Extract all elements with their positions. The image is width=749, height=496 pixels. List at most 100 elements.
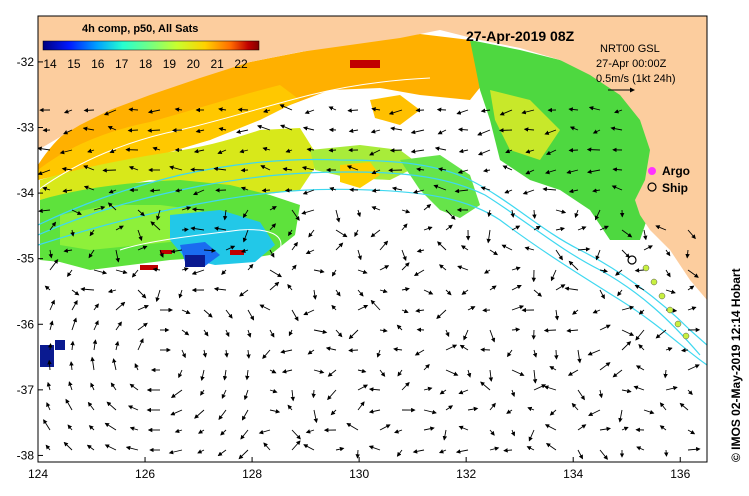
colorbar-ticks: 14 15 16 17 18 19 20 21 22 [43,57,248,71]
current-vector [510,429,516,437]
current-vector [379,240,389,251]
current-vector [155,289,161,303]
current-vector [588,106,601,111]
current-vector [423,289,434,295]
current-vector [477,129,491,136]
current-vector [524,246,535,251]
current-vector [413,189,425,194]
current-vector [368,387,381,392]
current-vector [467,306,476,311]
current-vector [480,347,491,352]
ship-track-point [650,278,658,286]
current-vector [112,358,117,371]
current-vector [137,245,148,251]
current-vector [423,226,433,231]
current-vector [379,265,390,271]
current-vector [687,285,695,291]
current-vector [222,209,228,221]
current-vector [488,369,494,382]
current-vector [335,242,344,251]
current-vector [687,389,693,396]
current-vector [480,381,491,391]
current-vector [303,309,315,316]
current-vector [90,382,95,391]
current-vector [287,283,293,291]
current-vector [484,269,491,274]
current-vector [225,245,236,251]
current-vector [621,305,635,311]
current-vector [416,167,425,172]
current-vector [401,308,409,314]
current-vector [412,449,425,454]
current-vector [246,349,251,359]
current-vector [621,388,632,394]
current-vector [192,189,205,196]
current-vector [285,148,293,153]
current-vector [617,289,623,297]
current-vector [571,402,579,411]
current-vector [525,149,535,154]
current-vector [83,108,95,113]
current-vector [86,444,95,451]
current-vector [169,165,183,171]
current-vector [269,269,282,278]
current-vector [643,409,655,415]
current-vector [269,409,281,414]
current-vector [335,289,341,297]
current-vector [83,185,95,191]
current-vector [87,148,95,153]
current-vector [147,128,161,133]
argo-legend-label: Argo [662,164,690,178]
current-vector [401,223,408,231]
current-vector [170,389,183,399]
current-vector [599,289,605,300]
current-vector [70,340,75,351]
current-vector [368,409,381,414]
current-vector [202,349,207,358]
current-vector [369,149,381,156]
current-vector [181,227,189,232]
colorbar-tick-label: 21 [210,57,224,71]
current-vector [681,348,689,353]
current-vector [348,128,359,134]
current-vector [137,322,148,331]
current-vector [107,288,117,294]
current-vector [621,249,630,259]
current-vector [663,369,668,379]
current-vector [543,328,557,333]
current-vector [347,108,359,113]
current-vector [687,269,699,278]
current-vector [239,148,249,154]
current-vector [247,329,252,338]
current-vector [190,226,205,231]
current-vector [543,385,557,391]
current-vector [93,320,99,331]
current-vector [269,329,275,338]
current-vector [239,289,249,297]
current-vector [357,269,368,274]
current-vector [327,369,337,377]
current-vector [44,285,51,291]
current-vector [67,424,73,431]
current-vector [458,127,469,132]
current-vector [655,329,667,339]
current-vector [218,107,227,112]
current-vector [567,369,579,376]
current-vector [416,248,425,253]
current-vector [587,169,601,174]
sst-hot-spot-2 [230,250,244,255]
current-vector [434,146,447,151]
current-vector [346,165,359,171]
current-vector [655,225,667,231]
current-vector [396,449,403,457]
current-vector [49,320,54,331]
current-vector [554,349,559,360]
colorbar: 4h comp, p50, All Sats 14 15 16 17 18 19 20 21 2… [42,23,260,71]
lat-tick-label: -32 [17,55,35,69]
current-vector [489,249,499,256]
lon-tick-label: 128 [242,467,262,481]
current-vector [423,363,430,371]
current-vector [633,385,645,391]
current-vector [549,366,557,371]
current-vector [269,281,280,291]
